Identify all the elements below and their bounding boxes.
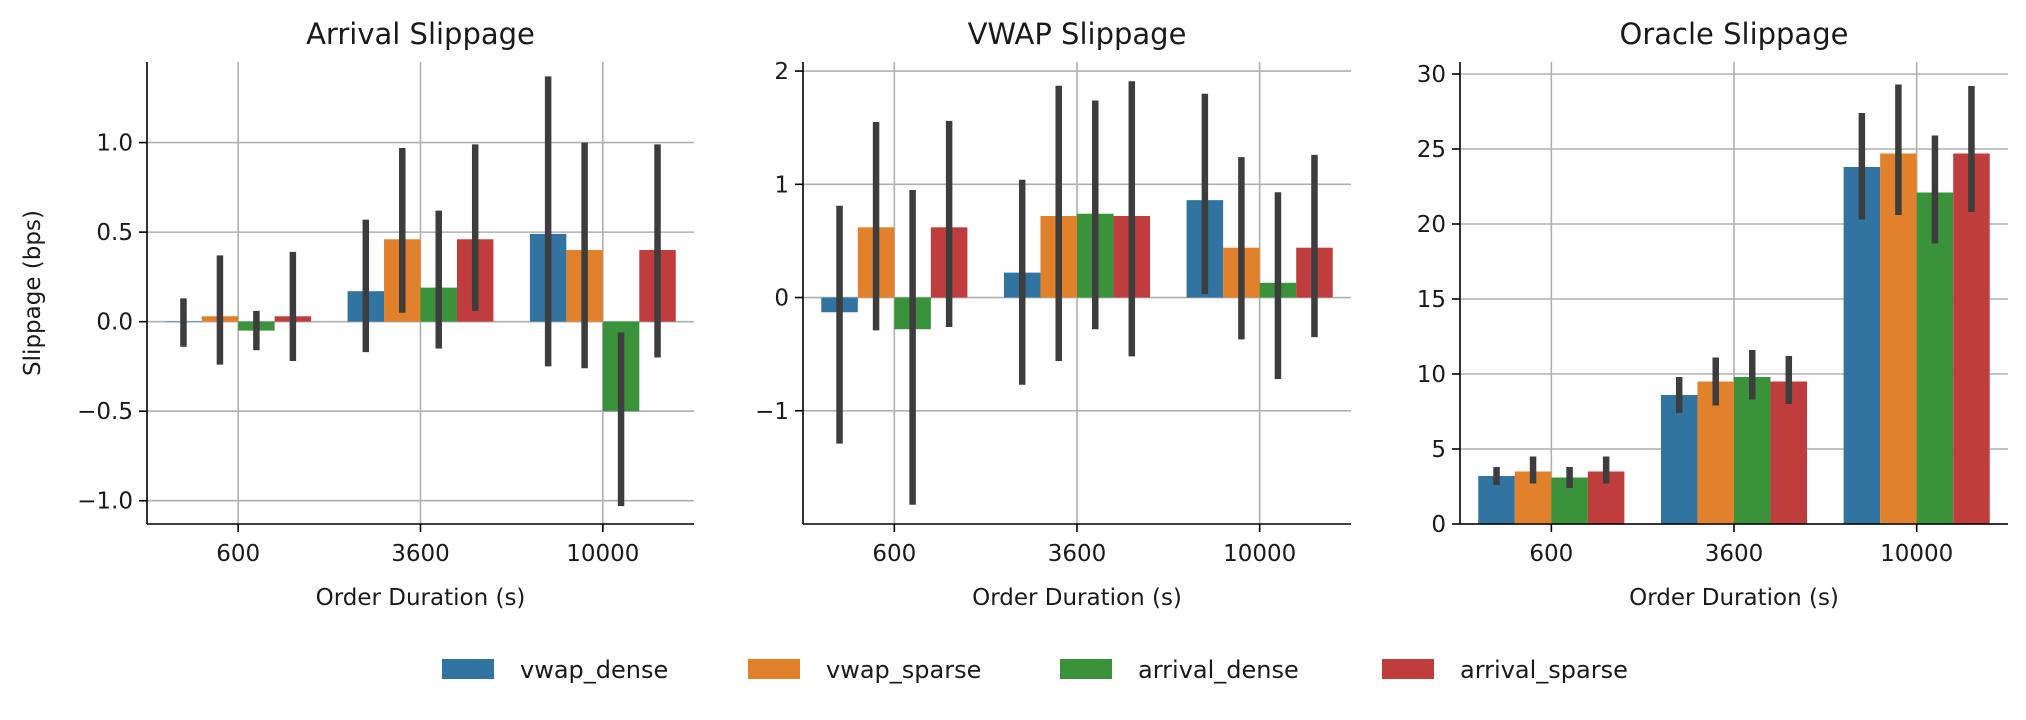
legend-item-vwap_dense: vwap_dense: [442, 656, 668, 684]
y-tick-label: 2: [774, 59, 789, 85]
bars: [1478, 153, 1990, 524]
y-tick-label: 0: [774, 286, 789, 312]
bar-vwap_dense-10000: [1843, 167, 1881, 524]
legend-swatch: [442, 659, 494, 679]
y-tick-label: 20: [1417, 212, 1446, 238]
legend-item-vwap_sparse: vwap_sparse: [748, 656, 981, 684]
y-tick-label: 0.0: [96, 310, 133, 336]
y-tick-label: 0.5: [96, 220, 133, 246]
panel-vwap-slippage: −1 0 1 2 600 3600 10000 VWAP Slippage Order Dura…: [755, 17, 1351, 611]
chart-title: Oracle Slippage: [1620, 17, 1849, 51]
error-bars: [836, 81, 1318, 505]
y-axis-label: Slippage (bps): [20, 210, 46, 376]
legend-label: arrival_dense: [1138, 656, 1299, 684]
x-tick-label: 600: [1529, 541, 1573, 567]
legend: vwap_dense vwap_sparse arrival_dense arriva…: [442, 656, 1628, 684]
x-tick-label: 3600: [1048, 541, 1107, 567]
legend-swatch: [748, 659, 800, 679]
y-tick-label: 25: [1417, 137, 1446, 163]
y-tick-label: −1.0: [77, 489, 133, 515]
y-tick-label: 5: [1431, 437, 1446, 463]
y-tick-label: −1: [755, 399, 789, 425]
legend-swatch: [1060, 659, 1112, 679]
legend-label: vwap_dense: [520, 656, 668, 684]
y-tick-label: 10: [1417, 362, 1446, 388]
x-tick-label: 3600: [391, 541, 450, 567]
legend-label: arrival_sparse: [1460, 656, 1628, 684]
chart-panels: −1.0 −0.5 0.0 0.5 1.0 600 3600 10000 Arrival Sli…: [20, 17, 2008, 611]
bar-arrival_sparse-3600: [1770, 381, 1808, 524]
x-tick-label: 10000: [1880, 541, 1953, 567]
legend-swatch: [1382, 659, 1434, 679]
bar-vwap_dense-3600: [1660, 395, 1698, 524]
x-axis-label: Order Duration (s): [1629, 585, 1839, 611]
chart-title: VWAP Slippage: [968, 17, 1187, 51]
x-tick-label: 10000: [1223, 541, 1296, 567]
x-axis-label: Order Duration (s): [972, 585, 1182, 611]
y-tick-label: 30: [1417, 62, 1446, 88]
bar-arrival_dense-10000: [1916, 192, 1954, 524]
y-tick-label: 1.0: [96, 131, 133, 157]
legend-item-arrival_dense: arrival_dense: [1060, 656, 1299, 684]
legend-label: vwap_sparse: [826, 656, 981, 684]
x-tick-label: 10000: [566, 541, 639, 567]
panel-arrival-slippage: −1.0 −0.5 0.0 0.5 1.0 600 3600 10000 Arrival Sli…: [20, 17, 694, 611]
y-tick-label: −0.5: [77, 399, 133, 425]
legend-item-arrival_sparse: arrival_sparse: [1382, 656, 1628, 684]
bar-arrival_dense-3600: [1734, 377, 1771, 524]
panel-oracle-slippage: 0 5 10 15 20 25 30 600 3600 10000 Oracle Slippage O…: [1417, 17, 2008, 611]
x-axis-label: Order Duration (s): [316, 585, 526, 611]
bar-vwap_sparse-10000: [1880, 153, 1917, 524]
y-tick-label: 15: [1417, 287, 1446, 313]
error-bars: [180, 76, 661, 507]
x-tick-label: 3600: [1705, 541, 1764, 567]
y-tick-label: 0: [1431, 512, 1446, 538]
bar-arrival_sparse-10000: [1953, 153, 1990, 524]
chart-title: Arrival Slippage: [306, 17, 535, 51]
error-bars: [1493, 84, 1975, 488]
x-tick-label: 600: [216, 541, 260, 567]
y-tick-label: 1: [774, 172, 789, 198]
x-tick-label: 600: [872, 541, 916, 567]
